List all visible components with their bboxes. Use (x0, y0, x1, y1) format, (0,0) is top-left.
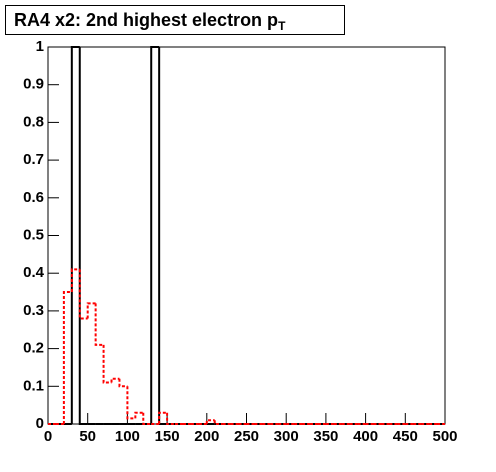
x-tick-label: 50 (79, 428, 96, 445)
histogram-bin (78, 47, 88, 425)
x-tick-label: 100 (115, 428, 140, 445)
y-tick-label: 0.4 (23, 264, 45, 281)
histogram-bin (110, 377, 120, 383)
histogram-bin (86, 302, 96, 319)
y-tick-label: 0.8 (23, 113, 44, 130)
histogram-bin (126, 386, 136, 420)
x-tick-label: 300 (274, 428, 299, 445)
histogram-bin (150, 46, 160, 424)
x-tick-label: 250 (234, 428, 259, 445)
y-tick-label: 0.6 (23, 189, 44, 206)
y-tick-label: 0.2 (23, 340, 44, 357)
title-box (5, 5, 345, 35)
x-tick-label: 500 (432, 428, 457, 445)
histogram-bin (205, 419, 215, 424)
y-tick-label: 0.1 (23, 377, 44, 394)
x-tick-label: 200 (194, 428, 219, 445)
title-subscript: T (278, 19, 286, 33)
x-tick-label: 400 (353, 428, 378, 445)
y-tick-label: 0.5 (23, 226, 44, 243)
histogram-bin (142, 412, 152, 425)
histogram-bin (62, 291, 72, 424)
x-tick-label: 150 (155, 428, 180, 445)
x-tick-label: 0 (44, 428, 52, 445)
histogram-bin (134, 411, 144, 419)
y-tick-label: 0 (36, 415, 44, 432)
histogram-bin (78, 269, 88, 320)
histogram-bin (70, 46, 80, 424)
title-main: RA4 x2: 2nd highest electron p (14, 10, 278, 30)
y-tick-label: 1 (36, 38, 44, 55)
y-tick-label: 0.3 (23, 302, 44, 319)
x-tick-label: 450 (393, 428, 418, 445)
histogram-bin (70, 268, 80, 293)
histogram-bin (158, 411, 168, 424)
x-tick-label: 350 (313, 428, 338, 445)
y-tick-label: 0.9 (23, 76, 44, 93)
histogram-bin (102, 344, 112, 384)
y-tick-label: 0.7 (23, 151, 44, 168)
chart-title: RA4 x2: 2nd highest electron pT (14, 10, 286, 33)
histogram-bin (118, 378, 128, 388)
histogram-bin (166, 412, 176, 425)
histogram-bin (94, 303, 104, 346)
histogram-bin (213, 420, 223, 425)
